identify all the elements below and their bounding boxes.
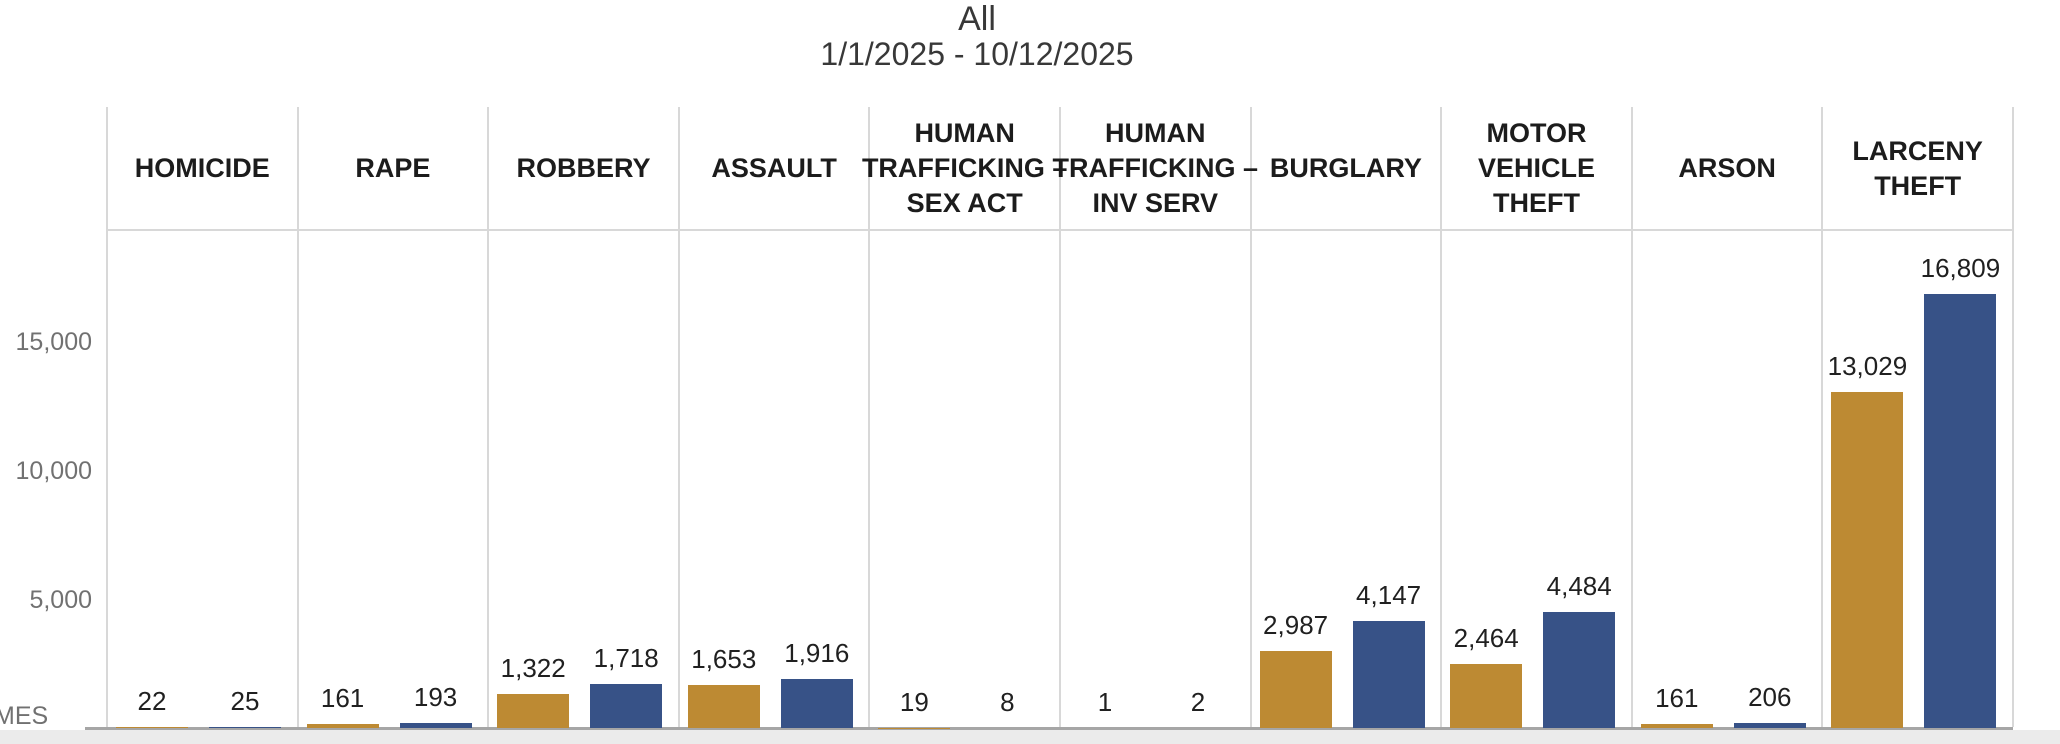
category-header-line: LARCENY — [1852, 135, 1983, 166]
bar-value-label: 1 — [1097, 686, 1113, 717]
category-header-rape[interactable]: RAPE — [300, 107, 487, 230]
category-header-line: ASSAULT — [711, 153, 837, 183]
y-axis-line — [106, 107, 108, 727]
category-header-line: INV SERV — [1092, 188, 1219, 218]
bar-value-label: 1,718 — [593, 642, 659, 673]
category-header-line: MOTOR — [1486, 118, 1587, 148]
column-divider — [1821, 107, 1824, 727]
bar-blue-2[interactable] — [590, 683, 663, 728]
bar-value-label: 161 — [1655, 682, 1699, 713]
bar-blue-3[interactable] — [780, 678, 853, 728]
bar-value-label: 25 — [230, 686, 260, 717]
category-header-line: BURGLARY — [1269, 153, 1422, 183]
bar-value-label: 161 — [320, 682, 365, 713]
column-divider — [2012, 107, 2014, 727]
column-divider — [1630, 107, 1633, 727]
category-header-homicide[interactable]: HOMICIDE — [109, 107, 296, 230]
bar-gold-1[interactable] — [306, 723, 379, 728]
category-header-line: HUMAN — [1105, 118, 1206, 148]
bar-value-label: 2,987 — [1263, 609, 1329, 640]
bar-value-label: 206 — [1748, 681, 1792, 712]
bar-gold-0[interactable] — [116, 727, 188, 728]
category-header-line: ROBBERY — [516, 153, 651, 183]
y-axis-tick-label: 10,000 — [15, 457, 92, 485]
bar-blue-7[interactable] — [1543, 612, 1616, 728]
chart-date-range: 1/1/2025 - 10/12/2025 — [820, 36, 1134, 72]
column-divider — [1059, 107, 1061, 727]
category-header-line: SEX ACT — [906, 188, 1023, 218]
category-header-arson[interactable]: ARSON — [1634, 107, 1821, 230]
y-axis-tick-label: 5,000 — [29, 586, 92, 614]
category-header-line: THEFT — [1492, 188, 1580, 218]
bar-blue-1[interactable] — [399, 723, 472, 728]
bar-value-label: 2,464 — [1453, 623, 1519, 654]
bar-blue-6[interactable] — [1352, 621, 1425, 728]
category-header-line: TRAFFICKING – — [861, 153, 1068, 183]
x-axis-baseline — [85, 727, 2013, 730]
bar-gold-6[interactable] — [1259, 650, 1332, 728]
category-header-burglary[interactable]: BURGLARY — [1253, 107, 1440, 230]
chart-title: All — [958, 0, 996, 38]
bar-value-label: 1,322 — [500, 652, 566, 683]
bar-gold-9[interactable] — [1831, 391, 1904, 728]
bar-value-label: 1,916 — [784, 637, 850, 668]
category-header-assault[interactable]: ASSAULT — [681, 107, 868, 230]
bar-blue-0[interactable] — [209, 727, 281, 728]
column-divider — [677, 107, 680, 727]
bar-gold-3[interactable] — [687, 685, 760, 728]
category-header-line: RAPE — [355, 153, 431, 183]
bar-gold-8[interactable] — [1640, 723, 1713, 728]
bar-gold-7[interactable] — [1450, 664, 1523, 728]
bar-gold-2[interactable] — [497, 693, 570, 728]
category-header-human-trafficking-inv-serv[interactable]: HUMAN TRAFFICKING – INV SERV — [1053, 107, 1259, 230]
column-divider — [1249, 107, 1252, 727]
category-header-line: HUMAN — [914, 118, 1015, 148]
category-header-human-trafficking-sex-act[interactable]: HUMAN TRAFFICKING – SEX ACT — [862, 107, 1068, 230]
header-separator-line — [107, 229, 2013, 231]
column-divider — [487, 107, 490, 727]
column-divider — [868, 107, 871, 727]
category-header-motor-vehicle-theft[interactable]: MOTOR VEHICLE THEFT — [1443, 107, 1630, 230]
column-divider — [296, 107, 299, 727]
y-axis-tick-label: 15,000 — [15, 328, 92, 356]
category-header-line: TRAFFICKING – — [1052, 153, 1259, 183]
category-header-line: HOMICIDE — [134, 153, 270, 183]
category-header-line: ARSON — [1678, 153, 1776, 183]
bar-value-label: 16,809 — [1920, 253, 2001, 284]
bar-value-label: 4,147 — [1356, 580, 1422, 610]
column-divider — [1440, 107, 1443, 727]
bottom-clipped-strip — [0, 730, 2060, 744]
category-header-robbery[interactable]: ROBBERY — [490, 107, 677, 230]
bar-value-label: 4,484 — [1546, 571, 1612, 602]
category-header-larceny-theft[interactable]: LARCENY THEFT — [1824, 107, 2011, 230]
category-header-line: VEHICLE — [1477, 153, 1595, 183]
bar-value-label: 193 — [413, 682, 458, 713]
category-header-line: THEFT — [1874, 170, 1962, 201]
bar-value-label: 13,029 — [1827, 350, 1908, 381]
clipped-axis-title: MES — [0, 702, 49, 730]
bar-blue-9[interactable] — [1924, 294, 1997, 728]
bar-value-label: 2 — [1190, 686, 1206, 717]
bar-value-label: 19 — [899, 686, 929, 717]
bar-blue-8[interactable] — [1733, 722, 1806, 728]
bar-value-label: 22 — [137, 686, 167, 717]
bar-value-label: 8 — [1000, 686, 1015, 717]
bar-value-label: 1,653 — [691, 644, 757, 675]
